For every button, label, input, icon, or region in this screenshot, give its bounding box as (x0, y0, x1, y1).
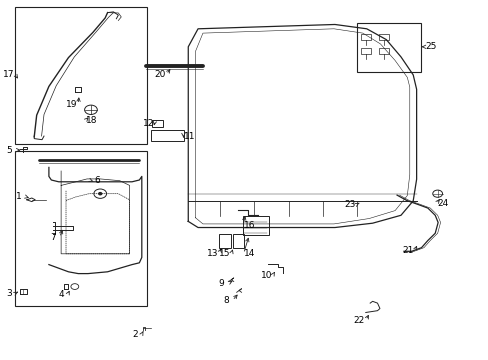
Text: 24: 24 (436, 199, 447, 208)
Text: 9: 9 (218, 279, 224, 288)
Text: 14: 14 (244, 249, 255, 258)
Text: 10: 10 (260, 271, 272, 280)
Text: 17: 17 (3, 70, 15, 79)
Bar (243, 216, 268, 235)
Text: 3: 3 (6, 289, 12, 298)
Bar (378, 48, 388, 54)
Text: 16: 16 (243, 220, 255, 230)
Text: 7: 7 (50, 233, 56, 242)
Text: 8: 8 (223, 296, 228, 305)
Bar (15, 151, 146, 306)
Text: 23: 23 (344, 200, 355, 209)
Text: 4: 4 (58, 290, 64, 300)
Text: 1: 1 (16, 192, 21, 201)
Bar (151, 120, 163, 127)
Text: 2: 2 (132, 330, 138, 338)
Text: 5: 5 (6, 146, 12, 155)
Text: 6: 6 (94, 176, 100, 185)
Bar (219, 234, 230, 248)
Bar (378, 34, 388, 40)
Text: 19: 19 (66, 100, 78, 109)
Circle shape (99, 193, 102, 195)
Text: 21: 21 (402, 247, 413, 256)
Text: 15: 15 (219, 249, 230, 258)
Text: 13: 13 (206, 249, 218, 258)
Text: 11: 11 (183, 132, 195, 141)
Text: 22: 22 (353, 316, 365, 325)
Text: 20: 20 (154, 70, 165, 79)
Text: 25: 25 (425, 42, 436, 51)
Text: 18: 18 (85, 117, 97, 126)
Bar (15, 7, 146, 144)
Bar (356, 23, 420, 72)
Bar (232, 234, 244, 248)
Bar (360, 48, 370, 54)
Bar (360, 34, 370, 40)
Text: 12: 12 (142, 119, 154, 128)
Bar (150, 130, 183, 141)
